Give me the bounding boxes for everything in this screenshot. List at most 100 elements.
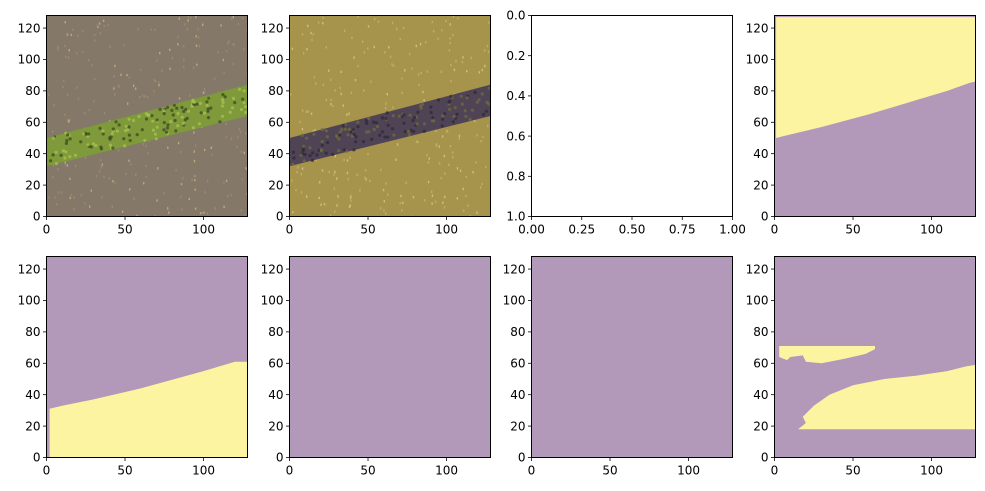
x-tick-label: 0.00 bbox=[518, 223, 545, 237]
y-tick-label: 60 bbox=[268, 115, 283, 129]
y-tick-label: 60 bbox=[25, 115, 40, 129]
y-tick-label: 0 bbox=[33, 210, 41, 224]
axes-frame bbox=[46, 256, 248, 458]
x-tick-label: 0 bbox=[771, 223, 779, 237]
x-tick-label: 100 bbox=[677, 464, 700, 478]
x-tick-label: 50 bbox=[845, 223, 860, 237]
y-tick-label: 80 bbox=[25, 84, 40, 98]
y-tick-label: 40 bbox=[25, 388, 40, 402]
y-tick-label: 0 bbox=[33, 451, 41, 465]
y-tick-label: 60 bbox=[753, 115, 768, 129]
y-tick-label: 0.6 bbox=[506, 129, 525, 143]
y-tick-label: 120 bbox=[746, 262, 769, 276]
y-tick-label: 1.0 bbox=[506, 210, 525, 224]
y-tick-label: 0.0 bbox=[506, 9, 525, 23]
y-tick-label: 20 bbox=[753, 178, 768, 192]
mask-background bbox=[289, 256, 491, 458]
x-tick-label: 0 bbox=[43, 464, 51, 478]
x-tick-label: 100 bbox=[192, 464, 215, 478]
y-tick-label: 0 bbox=[518, 451, 526, 465]
x-tick-label: 50 bbox=[845, 464, 860, 478]
y-tick-label: 80 bbox=[25, 325, 40, 339]
y-tick-label: 40 bbox=[753, 147, 768, 161]
y-tick-label: 120 bbox=[503, 262, 526, 276]
x-tick-label: 100 bbox=[920, 223, 943, 237]
x-tick-label: 50 bbox=[360, 223, 375, 237]
axes-frame bbox=[531, 256, 733, 458]
y-tick-label: 100 bbox=[18, 294, 41, 308]
axes-frame bbox=[774, 256, 976, 458]
x-tick-label: 50 bbox=[117, 223, 132, 237]
x-tick-label: 0 bbox=[286, 464, 294, 478]
y-tick-label: 40 bbox=[753, 388, 768, 402]
axes-frame bbox=[774, 15, 976, 217]
x-tick-label: 0 bbox=[286, 223, 294, 237]
x-tick-label: 50 bbox=[602, 464, 617, 478]
y-tick-label: 80 bbox=[510, 325, 525, 339]
y-tick-label: 0.8 bbox=[506, 170, 525, 184]
y-tick-label: 0.2 bbox=[506, 49, 525, 63]
y-tick-label: 120 bbox=[18, 262, 41, 276]
y-tick-label: 20 bbox=[25, 419, 40, 433]
y-tick-label: 60 bbox=[510, 356, 525, 370]
y-tick-label: 0 bbox=[276, 210, 284, 224]
y-tick-label: 60 bbox=[753, 356, 768, 370]
y-tick-label: 120 bbox=[746, 21, 769, 35]
y-tick-label: 20 bbox=[510, 419, 525, 433]
subplot-3: 0.00 0.25 0.50 0.75 1.00 0.0 0.2 0.4 0.6 0.8 1.0 bbox=[506, 9, 745, 237]
mask-region-2 bbox=[779, 346, 875, 364]
strip-texture bbox=[291, 86, 491, 166]
y-tick-label: 100 bbox=[746, 294, 769, 308]
y-tick-label: 40 bbox=[510, 388, 525, 402]
vegetation-strip bbox=[289, 84, 491, 167]
y-tick-label: 120 bbox=[18, 21, 41, 35]
y-tick-label: 20 bbox=[268, 419, 283, 433]
y-tick-label: 80 bbox=[268, 84, 283, 98]
subplot-6: 0 50 100 0 20 40 60 80 100 120 bbox=[261, 256, 491, 478]
x-tick-label: 100 bbox=[435, 464, 458, 478]
y-tick-label: 120 bbox=[261, 21, 284, 35]
y-tick-label: 40 bbox=[268, 147, 283, 161]
subplot-4: 0 50 100 0 20 40 60 80 100 120 bbox=[746, 15, 976, 237]
subplot-7: 0 50 100 0 20 40 60 80 100 120 bbox=[503, 256, 733, 478]
y-tick-label: 0 bbox=[276, 451, 284, 465]
y-tick-label: 100 bbox=[261, 294, 284, 308]
subplot-1: 0 50 100 0 20 40 60 80 100 120 bbox=[18, 15, 248, 237]
subplot-5: 0 50 100 0 20 40 60 80 100 120 bbox=[18, 256, 248, 478]
y-tick-label: 80 bbox=[753, 325, 768, 339]
y-tick-label: 120 bbox=[261, 262, 284, 276]
x-tick-label: 50 bbox=[117, 464, 132, 478]
x-tick-label: 0.50 bbox=[619, 223, 646, 237]
axes-frame bbox=[289, 15, 491, 217]
y-tick-label: 0 bbox=[761, 451, 769, 465]
axes-frame bbox=[46, 15, 248, 217]
subplot-2: 0 50 100 0 20 40 60 80 100 120 bbox=[261, 15, 491, 237]
y-tick-label: 40 bbox=[25, 147, 40, 161]
mask-background bbox=[531, 256, 733, 458]
y-tick-label: 100 bbox=[503, 294, 526, 308]
y-tick-label: 0 bbox=[761, 210, 769, 224]
y-tick-label: 80 bbox=[753, 84, 768, 98]
x-tick-label: 100 bbox=[435, 223, 458, 237]
x-tick-label: 0.25 bbox=[568, 223, 595, 237]
mask-region-1 bbox=[776, 17, 976, 139]
y-tick-label: 60 bbox=[268, 356, 283, 370]
y-tick-label: 20 bbox=[268, 178, 283, 192]
x-tick-label: 0 bbox=[43, 223, 51, 237]
y-tick-label: 100 bbox=[261, 53, 284, 67]
y-tick-label: 40 bbox=[268, 388, 283, 402]
mask-region-1 bbox=[798, 364, 976, 430]
empty-axes-background bbox=[531, 15, 733, 217]
y-tick-label: 80 bbox=[268, 325, 283, 339]
x-tick-label: 1.00 bbox=[719, 223, 746, 237]
y-tick-label: 100 bbox=[746, 53, 769, 67]
subplot-8: 0 50 100 0 20 40 60 80 100 120 bbox=[746, 256, 976, 478]
axes-frame bbox=[289, 256, 491, 458]
y-tick-label: 20 bbox=[25, 178, 40, 192]
x-tick-label: 0 bbox=[771, 464, 779, 478]
x-tick-label: 0.75 bbox=[669, 223, 696, 237]
x-tick-label: 100 bbox=[920, 464, 943, 478]
x-tick-label: 0 bbox=[528, 464, 536, 478]
y-tick-label: 0.4 bbox=[506, 89, 525, 103]
